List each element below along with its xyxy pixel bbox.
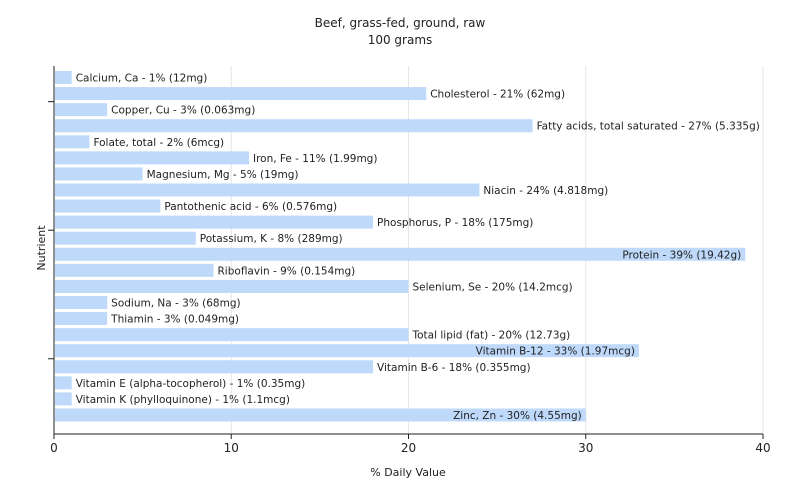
bar — [55, 376, 72, 390]
bar-label: Vitamin B-12 - 33% (1.97mcg) — [476, 346, 635, 358]
bar — [55, 360, 374, 374]
bar — [55, 408, 586, 422]
x-tick-label: 10 — [224, 441, 239, 455]
bar-label: Protein - 39% (19.42g) — [622, 249, 741, 261]
bar-label: Riboflavin - 9% (0.154mg) — [218, 265, 356, 277]
x-tick-label: 0 — [50, 441, 58, 455]
x-axis-label: % Daily Value — [370, 466, 446, 479]
bar — [55, 103, 108, 117]
bar — [55, 71, 72, 84]
bar — [55, 215, 374, 229]
bar-label: Vitamin E (alpha-tocopherol) - 1% (0.35m… — [76, 378, 306, 390]
bar-label: Fatty acids, total saturated - 27% (5.33… — [537, 121, 760, 133]
bar — [55, 87, 427, 101]
bar — [55, 119, 533, 133]
bar — [55, 231, 196, 245]
bar-label: Cholesterol - 21% (62mg) — [430, 89, 565, 101]
bar — [55, 312, 108, 326]
chart-subtitle: 100 grams — [368, 33, 433, 47]
chart-title: Beef, grass-fed, ground, raw — [315, 16, 486, 30]
bar-label: Niacin - 24% (4.818mg) — [483, 185, 608, 197]
bar-label: Thiamin - 3% (0.049mg) — [110, 314, 239, 326]
x-tick-label: 40 — [755, 441, 770, 455]
y-axis-label: Nutrient — [35, 225, 48, 271]
bar — [55, 392, 72, 406]
bar — [55, 279, 409, 293]
bar-label: Total lipid (fat) - 20% (12.73g) — [412, 330, 571, 342]
bar — [55, 295, 108, 309]
bar-label: Vitamin K (phylloquinone) - 1% (1.1mcg) — [76, 394, 290, 406]
bar — [55, 183, 480, 197]
bar — [55, 135, 90, 149]
x-ticks: 0 10 20 30 40 — [50, 434, 771, 455]
bar — [55, 328, 409, 342]
x-tick-label: 20 — [401, 441, 416, 455]
x-tick-label: 30 — [578, 441, 593, 455]
bar-label: Phosphorus, P - 18% (175mg) — [377, 217, 533, 229]
bar-label: Iron, Fe - 11% (1.99mg) — [253, 153, 377, 165]
bar — [55, 263, 214, 277]
bar-label: Potassium, K - 8% (289mg) — [200, 233, 343, 245]
bar — [55, 151, 249, 165]
bar-label: Copper, Cu - 3% (0.063mg) — [111, 105, 255, 117]
y-ticks — [48, 101, 54, 360]
bar-label: Selenium, Se - 20% (14.2mcg) — [413, 281, 573, 293]
bar — [55, 247, 746, 261]
bar — [55, 199, 161, 213]
bar-label: Sodium, Na - 3% (68mg) — [111, 297, 240, 309]
bar-label: Zinc, Zn - 30% (4.55mg) — [453, 410, 582, 422]
bar — [55, 344, 639, 358]
bar-label: Calcium, Ca - 1% (12mg) — [76, 73, 208, 85]
bars: Calcium, Ca - 1% (12mg) Cholesterol - 21%… — [55, 71, 760, 422]
bar-label: Folate, total - 2% (6mcg) — [93, 137, 224, 149]
bar-label: Magnesium, Mg - 5% (19mg) — [147, 169, 299, 181]
bar — [55, 167, 143, 181]
bar-label: Pantothenic acid - 6% (0.576mg) — [164, 201, 337, 213]
bar-label: Vitamin B-6 - 18% (0.355mg) — [377, 362, 531, 374]
